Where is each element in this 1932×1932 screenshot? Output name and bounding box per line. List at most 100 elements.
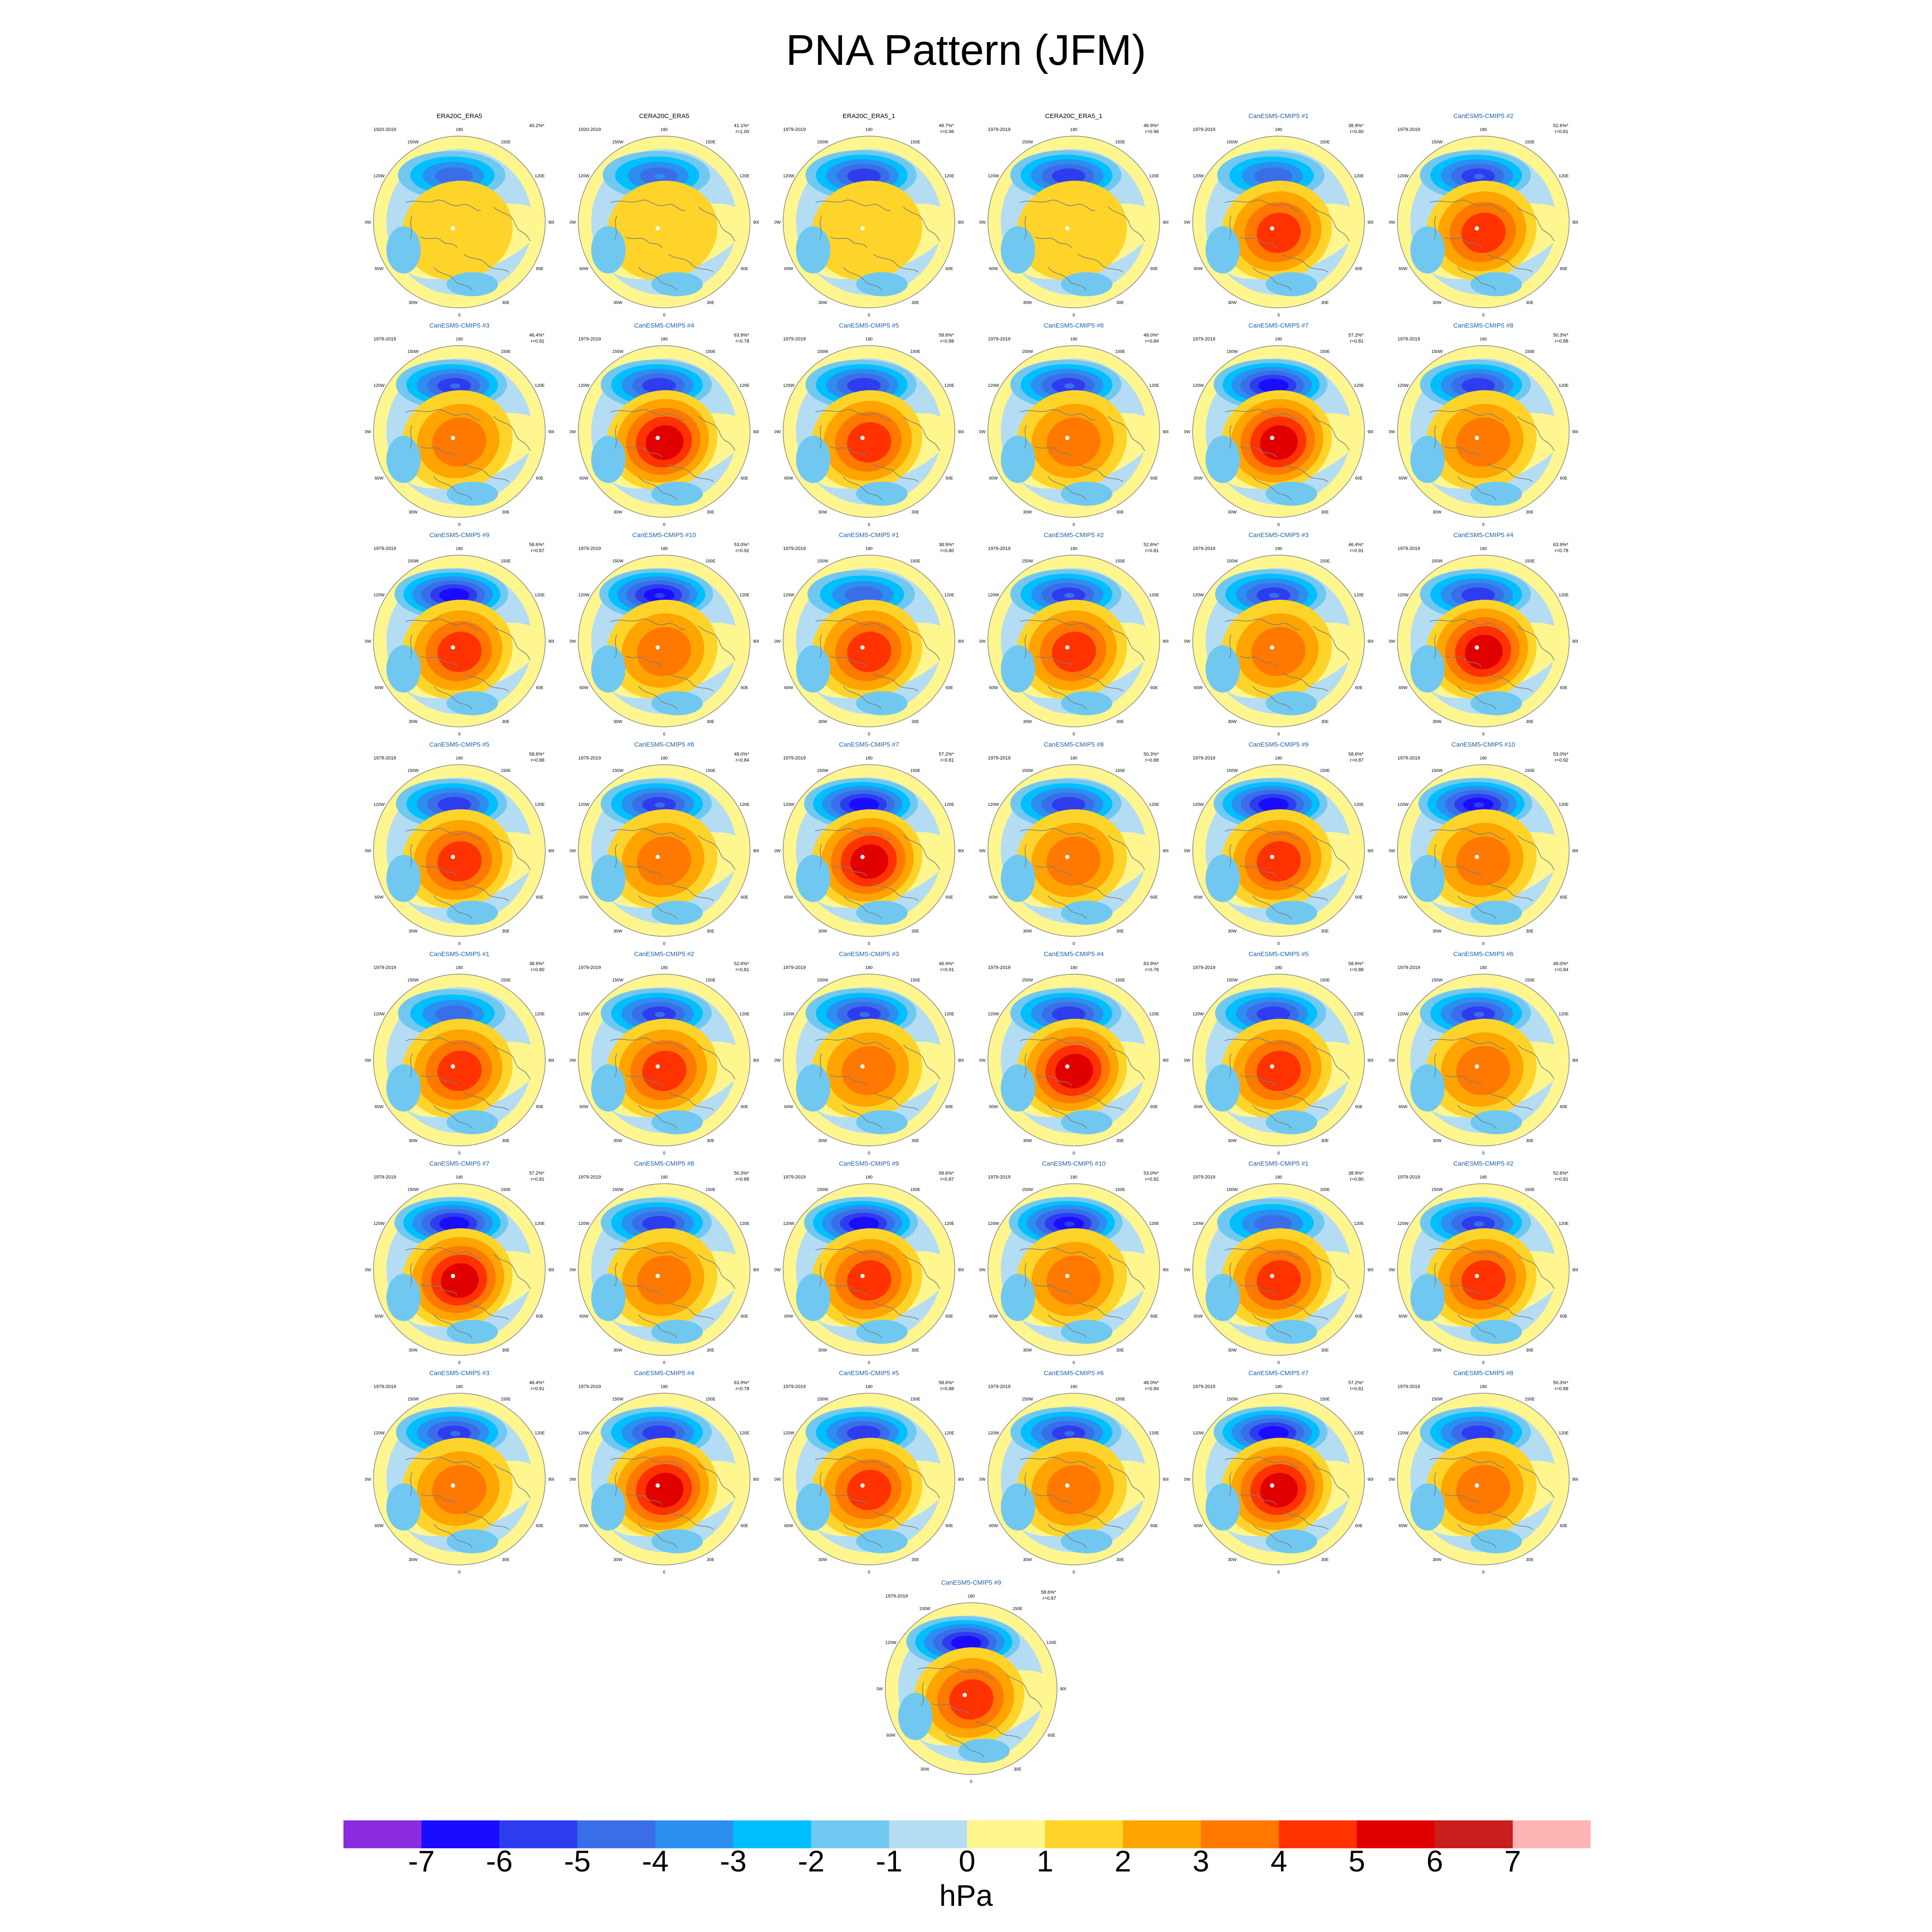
lon-label: 150E bbox=[1320, 978, 1330, 983]
map-boundary bbox=[987, 345, 1160, 518]
lon-label: 60W bbox=[1399, 1524, 1408, 1528]
panel-title: CanESM5-CMIP5 #10 bbox=[1451, 741, 1516, 748]
pole-marker bbox=[1065, 1483, 1069, 1488]
lon-label: 180 bbox=[1070, 128, 1078, 132]
atlantic-low bbox=[651, 272, 703, 296]
panel-title: CanESM5-CMIP5 #6 bbox=[1453, 951, 1514, 958]
polar-map: 180 150E 120E 90E 60E 30E 0 30W 60W 90W 120W 150W bbox=[570, 1385, 759, 1575]
lon-label: 150E bbox=[1525, 1188, 1535, 1192]
lon-label: 90E bbox=[753, 1477, 759, 1482]
lon-label: 60W bbox=[375, 686, 384, 690]
lon-label: 120E bbox=[1558, 593, 1569, 598]
lon-label: 90E bbox=[753, 220, 759, 225]
lon-label: 60E bbox=[741, 476, 748, 481]
panel-correlation: r=0.81 bbox=[1145, 548, 1159, 553]
lon-label: 150E bbox=[705, 1188, 716, 1192]
polar-map: 180 150E 120E 90E 60E 30E 0 30W 60W 90W 120W 150W bbox=[1184, 756, 1373, 946]
panel-title: CanESM5-CMIP5 #3 bbox=[1248, 532, 1309, 539]
panel-period: 1979-2019 bbox=[988, 1384, 1011, 1389]
atlantic-low bbox=[856, 1529, 908, 1553]
lon-label: 150E bbox=[1525, 978, 1535, 983]
coastline bbox=[819, 844, 822, 868]
lon-label: 90W bbox=[877, 1687, 883, 1692]
lon-label: 30E bbox=[1116, 929, 1124, 934]
lon-label: 60E bbox=[945, 1105, 953, 1109]
coastline bbox=[1312, 1045, 1350, 1080]
lon-label: 30E bbox=[1526, 510, 1534, 515]
lon-label: 90W bbox=[365, 1477, 371, 1482]
lon-label: 90W bbox=[365, 430, 371, 434]
high-contour bbox=[637, 1255, 691, 1305]
pole-marker bbox=[451, 1274, 455, 1278]
panel-title: CanESM5-CMIP5 #2 bbox=[634, 951, 695, 958]
map-panel: 180 150E 120E 90E 60E 30E 0 30W 60W 90W 120W 150W Ca… bbox=[1389, 1370, 1578, 1576]
west-low bbox=[796, 645, 830, 693]
coastline bbox=[819, 634, 822, 659]
lon-label: 120W bbox=[578, 383, 590, 388]
panel-correlation: r=0.78 bbox=[1555, 548, 1569, 553]
map-boundary bbox=[578, 555, 750, 727]
west-low bbox=[1001, 436, 1035, 483]
coastline bbox=[638, 476, 677, 501]
lon-label: 0 bbox=[1072, 1361, 1075, 1365]
panel-stats: 57.2%* r=0.81 bbox=[1349, 332, 1364, 344]
high-contour bbox=[847, 1260, 891, 1301]
coastline bbox=[1429, 828, 1505, 840]
panel-correlation: r=0.91 bbox=[940, 967, 954, 972]
pole-marker bbox=[1065, 645, 1069, 650]
coastline bbox=[493, 207, 531, 242]
panel-title: CanESM5-CMIP5 #7 bbox=[838, 741, 899, 748]
atlantic-low bbox=[1061, 1320, 1112, 1344]
polar-map: 180 150E 120E 90E 60E 30E 0 30W 60W 90W 120W 150W bbox=[570, 966, 759, 1156]
lon-label: 0 bbox=[1072, 1570, 1075, 1575]
lon-label: 60W bbox=[989, 267, 998, 271]
lon-label: 180 bbox=[1480, 1175, 1487, 1180]
coastline bbox=[1239, 1284, 1277, 1296]
panel-correlation: r=0.87 bbox=[1042, 1596, 1057, 1601]
atlantic-low bbox=[1061, 1529, 1112, 1553]
lon-label: 30E bbox=[1321, 929, 1329, 934]
lon-label: 90E bbox=[753, 1058, 759, 1063]
high-contour bbox=[1055, 1054, 1094, 1089]
lon-label: 150W bbox=[612, 349, 624, 354]
lon-label: 60W bbox=[1194, 895, 1203, 900]
panel-correlation: r=0.81 bbox=[1555, 129, 1569, 134]
lon-label: 90W bbox=[570, 1058, 576, 1063]
panel-title: CanESM5-CMIP5 #6 bbox=[1043, 322, 1104, 329]
panel-period: 1979-2019 bbox=[783, 965, 806, 970]
coastline bbox=[1020, 1247, 1096, 1259]
lon-label: 0 bbox=[1072, 942, 1075, 946]
high-contour bbox=[606, 180, 718, 281]
lon-label: 120E bbox=[739, 1221, 750, 1226]
lon-label: 30E bbox=[502, 510, 510, 515]
lon-label: 120W bbox=[988, 1012, 999, 1017]
lon-label: 120W bbox=[1397, 174, 1409, 179]
panel-stats: 57.2%* r=0.81 bbox=[1349, 1380, 1364, 1392]
lon-label: 60E bbox=[741, 1524, 748, 1528]
panel-correlation: r=0.88 bbox=[940, 339, 954, 344]
panel-stats: 52.6%* r=0.81 bbox=[734, 961, 749, 973]
coastline bbox=[1048, 895, 1087, 920]
polar-map: 180 150E 120E 90E 60E 30E 0 30W 60W 90W 120W 150W bbox=[979, 128, 1168, 318]
coastline bbox=[1312, 1464, 1350, 1499]
coastline bbox=[625, 1284, 662, 1296]
lon-label: 30E bbox=[911, 720, 919, 724]
coastline bbox=[1444, 656, 1482, 667]
lon-label: 60E bbox=[741, 1314, 748, 1319]
lon-label: 90E bbox=[548, 220, 554, 225]
coastline bbox=[405, 409, 481, 421]
lon-label: 150E bbox=[1115, 1188, 1125, 1192]
lon-label: 150E bbox=[1320, 1188, 1330, 1192]
panel-correlation: r=0.78 bbox=[735, 339, 750, 344]
coastline bbox=[843, 686, 882, 710]
map-boundary bbox=[1192, 764, 1365, 937]
coastline bbox=[1229, 425, 1232, 449]
panel-variance: 48.0%* bbox=[734, 752, 749, 757]
lon-label: 60W bbox=[1194, 267, 1203, 271]
lon-label: 60W bbox=[989, 1524, 998, 1528]
map-panel: 180 150E 120E 90E 60E 30E 0 30W 60W 90W 120W 150W Ca… bbox=[1184, 1160, 1373, 1366]
west-low bbox=[591, 1483, 626, 1531]
polar-map: 180 150E 120E 90E 60E 30E 0 30W 60W 90W 120W 150W bbox=[1184, 1175, 1373, 1365]
lon-label: 90W bbox=[1184, 430, 1191, 434]
panel-correlation: r=0.96 bbox=[940, 129, 954, 134]
